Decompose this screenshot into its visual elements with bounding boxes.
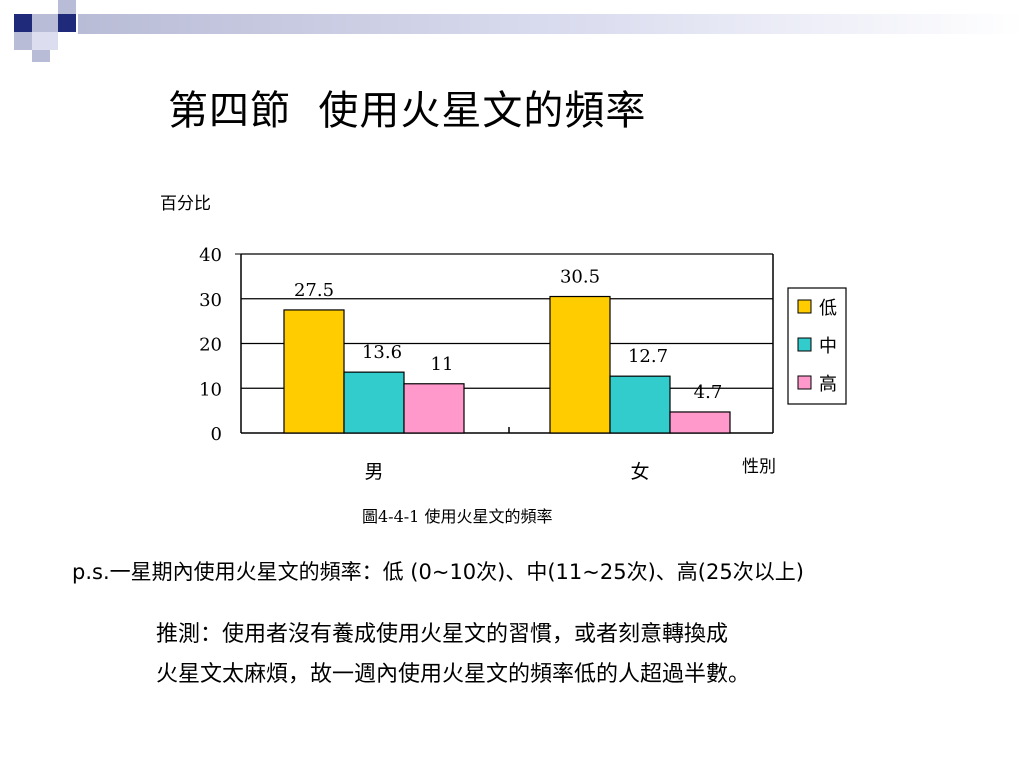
bar-chart: 百分比 性別 圖4-4-1 使用火星文的頻率 40 30 20 10 0 27.5 13.… [160,194,847,526]
conclusion-line-1: 推測：使用者沒有養成使用火星文的習慣，或者刻意轉換成 [156,622,729,647]
data-label: 12.7 [628,346,668,367]
y-tick-label: 10 [199,379,222,400]
legend-swatch [797,299,812,314]
corner-square-light [32,14,58,32]
data-label: 11 [431,354,454,375]
bar-高 [669,411,731,434]
conclusion-line-2: 火星文太麻煩，故一週內使用火星文的頻率低的人超過半數。 [156,662,751,687]
x-axis-label: 性別 [742,457,776,477]
data-label: 13.6 [362,342,402,363]
legend-label: 中 [819,336,837,357]
chart-caption: 圖4-4-1 使用火星文的頻率 [362,507,552,526]
slide-title: 第四節 使用火星文的頻率 [168,88,647,134]
y-tick-label: 30 [199,290,222,311]
bar-中 [609,375,671,434]
corner-square-dark [58,14,76,32]
legend-label: 高 [819,374,837,395]
header-gradient-bar [78,14,1024,34]
y-axis-label: 百分比 [160,194,211,214]
legend-box [787,287,847,405]
y-tick-label: 20 [199,335,222,356]
bars [283,295,731,434]
bar-中 [343,371,405,434]
legend-label: 低 [819,298,837,319]
x-category-label: 男 [364,461,383,483]
corner-square-light [58,0,76,14]
legend-swatch [797,375,812,390]
legend-swatch [797,337,812,352]
x-category-label: 女 [630,461,649,483]
bar-低 [283,309,345,434]
data-label: 30.5 [560,267,600,288]
data-label: 4.7 [694,382,723,403]
corner-square-light [32,32,58,50]
data-labels: 27.5 13.6 11 30.5 12.7 4.7 [294,267,722,403]
y-tick-label: 40 [199,245,222,266]
bar-高 [403,383,465,434]
corner-square-dark [14,14,32,32]
legend: 低中高 [787,287,847,405]
frequency-note: p.s.一星期內使用火星文的頻率：低 (0~10次)、中(11~25次)、高(2… [72,560,804,584]
corner-square-light [14,32,32,50]
data-label: 27.5 [294,280,334,301]
corner-square-light [32,50,50,62]
y-tick-label: 0 [211,424,222,445]
x-category-labels: 男女 [364,461,649,483]
y-tick-labels: 40 30 20 10 0 [199,245,222,445]
bar-低 [549,295,611,434]
